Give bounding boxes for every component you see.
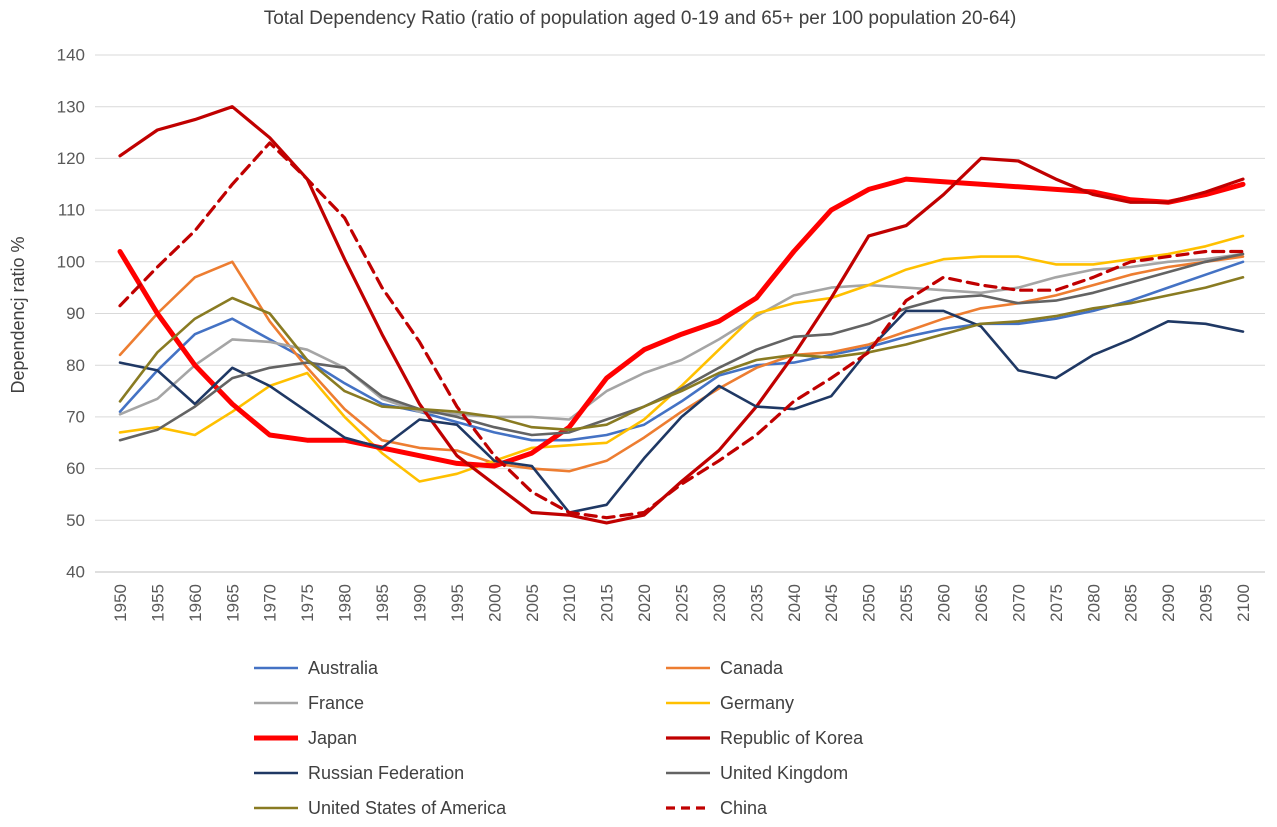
y-tick-label: 100 — [57, 252, 85, 271]
x-tick-label: 2055 — [897, 584, 916, 622]
legend-item-united-states-of-america: United States of America — [253, 796, 665, 820]
y-tick-label: 40 — [66, 563, 85, 582]
x-tick-label: 1950 — [111, 584, 130, 622]
x-tick-label: 2095 — [1197, 584, 1216, 622]
legend-item-canada: Canada — [665, 656, 1277, 680]
x-tick-label: 2000 — [485, 584, 504, 622]
legend-line-swatch-icon — [666, 771, 710, 775]
legend-line-swatch-icon — [666, 736, 710, 740]
y-tick-label: 90 — [66, 304, 85, 323]
x-tick-label: 2075 — [1047, 584, 1066, 622]
legend-item-united-kingdom: United Kingdom — [665, 761, 1277, 785]
chart-legend: Australia Canada France Germany Japan Republi… — [253, 656, 1277, 820]
legend-item-germany: Germany — [665, 691, 1277, 715]
x-tick-label: 2090 — [1159, 584, 1178, 622]
x-tick-label: 2030 — [710, 584, 729, 622]
x-tick-label: 1980 — [336, 584, 355, 622]
y-tick-label: 50 — [66, 511, 85, 530]
series-line-japan — [117, 176, 1246, 469]
y-tick-label: 70 — [66, 408, 85, 427]
x-tick-label: 2035 — [747, 584, 766, 622]
x-tick-label: 1955 — [148, 584, 167, 622]
x-tick-label: 2010 — [560, 584, 579, 622]
x-tick-label: 2025 — [673, 584, 692, 622]
x-tick-label: 2015 — [598, 584, 617, 622]
y-tick-label: 120 — [57, 149, 85, 168]
legend-label: China — [720, 798, 768, 818]
legend-item-japan: Japan — [253, 726, 665, 750]
legend-item-france: France — [253, 691, 665, 715]
x-tick-label: 2045 — [822, 584, 841, 622]
legend-line-swatch-icon — [666, 701, 710, 705]
x-tick-label: 1990 — [410, 584, 429, 622]
x-tick-label: 2100 — [1234, 584, 1253, 622]
legend-line-swatch-icon — [254, 806, 298, 810]
x-tick-label: 1965 — [223, 584, 242, 622]
x-tick-label: 2065 — [972, 584, 991, 622]
legend-line-swatch-icon — [254, 666, 298, 670]
legend-line-swatch-icon — [254, 735, 298, 741]
x-tick-label: 2060 — [935, 584, 954, 622]
x-tick-label: 1970 — [261, 584, 280, 622]
legend-label: Republic of Korea — [720, 728, 864, 748]
legend-item-republic-of-korea: Republic of Korea — [665, 726, 1277, 750]
x-tick-label: 2020 — [635, 584, 654, 622]
legend-label: Japan — [308, 728, 358, 748]
series-line-united-kingdom — [118, 252, 1245, 442]
plot-area: Total Dependency Ratio (ratio of populat… — [8, 8, 1265, 622]
x-tick-label: 2050 — [860, 584, 879, 622]
legend-line-swatch-icon — [254, 771, 298, 775]
legend-label: Australia — [308, 658, 379, 678]
legend-label: Russian Federation — [308, 763, 465, 783]
y-tick-label: 110 — [58, 201, 85, 220]
x-tick-label: 1960 — [186, 584, 205, 622]
legend-label: Canada — [720, 658, 784, 678]
legend-item-russian-federation: Russian Federation — [253, 761, 665, 785]
y-axis-label: Dependencj ratio % — [8, 236, 28, 393]
series-line-canada — [118, 255, 1245, 473]
x-tick-label: 2070 — [1009, 584, 1028, 622]
x-tick-label: 1995 — [448, 584, 467, 622]
legend-item-australia: Australia — [253, 656, 665, 680]
y-tick-label: 140 — [57, 46, 85, 65]
series-line-france — [118, 252, 1245, 421]
series-line-russian-federation — [118, 309, 1245, 514]
legend-label: United Kingdom — [720, 763, 849, 783]
x-tick-label: 2040 — [785, 584, 804, 622]
series-line-china — [118, 141, 1245, 520]
series-line-united-states-of-america — [118, 276, 1245, 432]
x-tick-label: 1985 — [373, 584, 392, 622]
legend-line-swatch-icon — [666, 666, 710, 670]
x-tick-label: 2085 — [1122, 584, 1141, 622]
legend-item-china: China — [665, 796, 1277, 820]
legend-label: Germany — [720, 693, 795, 713]
y-tick-label: 130 — [57, 97, 85, 116]
legend-label: France — [308, 693, 365, 713]
legend-line-swatch-icon — [254, 701, 298, 705]
chart-title: Total Dependency Ratio (ratio of populat… — [264, 8, 1017, 29]
x-tick-label: 2080 — [1084, 584, 1103, 622]
legend-label: United States of America — [308, 798, 507, 818]
series-line-germany — [118, 234, 1245, 483]
y-tick-label: 60 — [66, 459, 85, 478]
y-tick-label: 80 — [66, 356, 85, 375]
x-tick-label: 1975 — [298, 584, 317, 622]
legend-line-swatch-icon — [666, 806, 710, 810]
x-tick-label: 2005 — [523, 584, 542, 622]
series-line-australia — [118, 260, 1245, 442]
